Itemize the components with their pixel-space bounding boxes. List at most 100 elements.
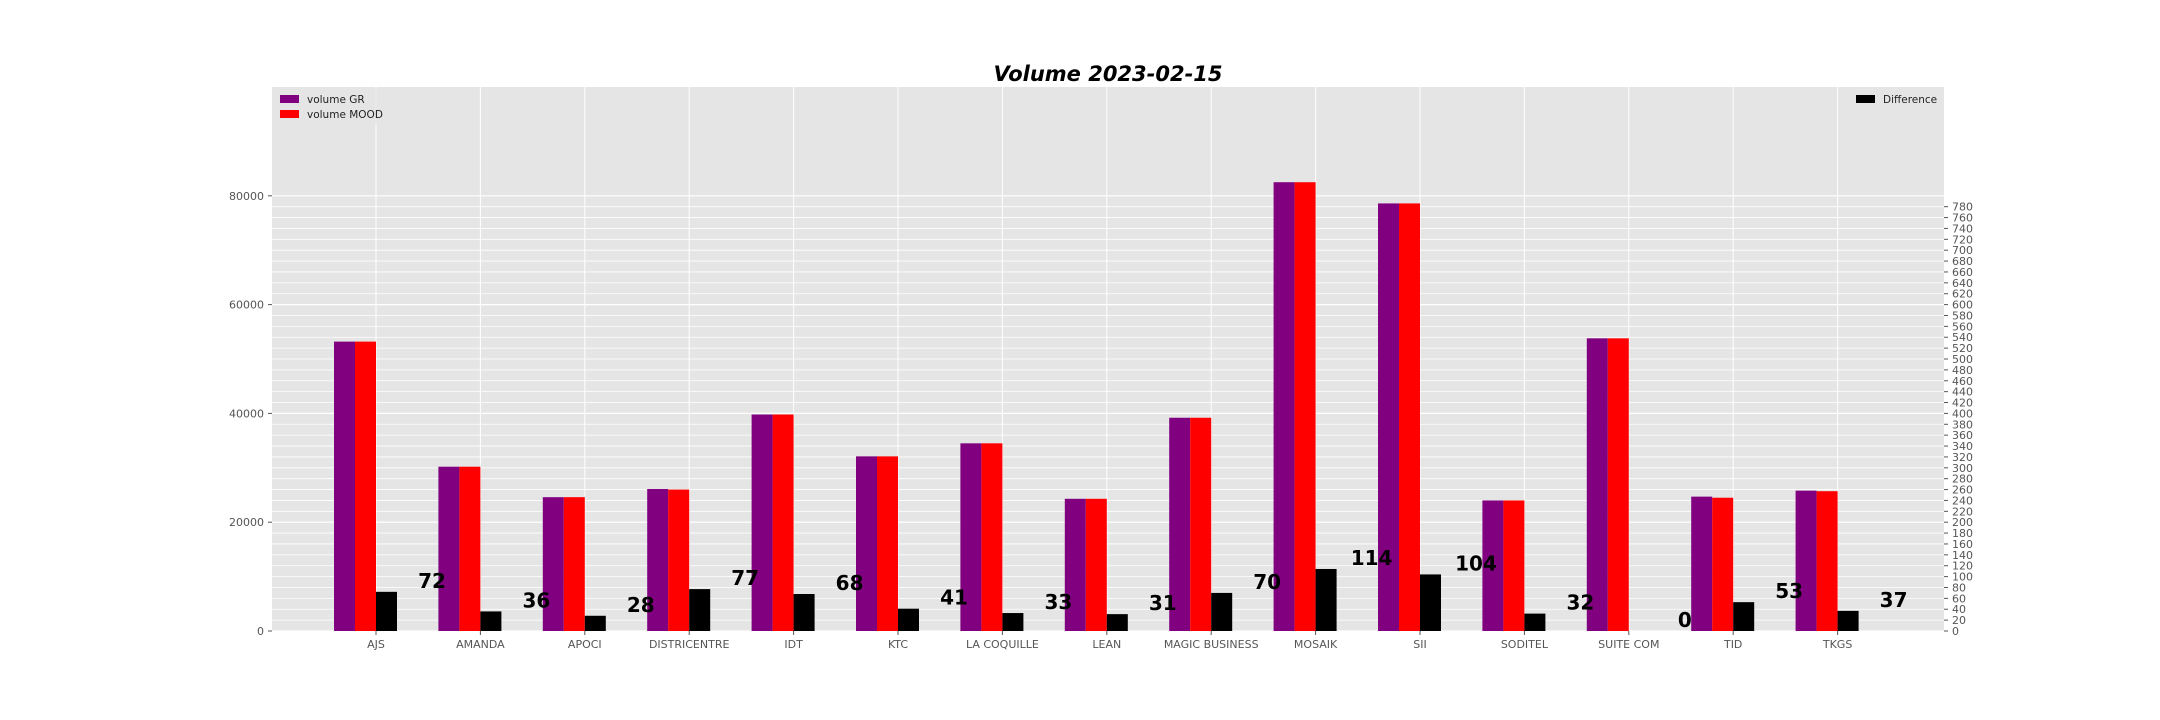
y-tick-label-right: 0 [1952, 625, 1959, 638]
x-tick-label: MOSAIK [1294, 638, 1338, 651]
bar-difference [1733, 602, 1755, 631]
legend-label-volume-gr: volume GR [307, 94, 365, 106]
bar-difference [376, 591, 397, 631]
data-label-difference: 31 [1149, 591, 1177, 615]
bar-volume-gr [334, 341, 355, 631]
y-tick-label-right: 600 [1952, 299, 1973, 312]
legend-swatch-volume-gr [280, 95, 299, 103]
x-tick-label: APOCI [568, 638, 602, 651]
y-tick-label-right: 220 [1952, 505, 1973, 518]
data-label-difference: 72 [418, 569, 446, 593]
y-tick-label-right: 480 [1952, 364, 1973, 377]
bar-volume-gr [1169, 417, 1191, 631]
y-tick-label-right: 460 [1952, 375, 1973, 388]
bar-volume-gr [1273, 182, 1295, 631]
y-tick-label-right: 320 [1952, 451, 1973, 464]
y-tick-label-right: 620 [1952, 288, 1973, 301]
legend-left: volume GR volume MOOD [274, 89, 386, 125]
y-tick-label-right: 360 [1952, 429, 1973, 442]
bar-volume-gr [1795, 490, 1817, 631]
y-tick-label-right: 140 [1952, 549, 1973, 562]
bar-volume-mood [459, 466, 481, 631]
legend-swatch-difference [1856, 95, 1875, 103]
chart-title: Volume 2023-02-15 [993, 62, 1222, 86]
bar-volume-mood [1399, 203, 1420, 631]
bar-volume-mood [355, 341, 376, 631]
x-tick-label: LEAN [1092, 638, 1121, 651]
bar-volume-gr [647, 489, 669, 631]
x-tick-label: AJS [367, 638, 385, 651]
x-tick-label: SODITEL [1501, 638, 1549, 651]
y-tick-label-right: 300 [1952, 462, 1973, 475]
y-tick-label-right: 280 [1952, 473, 1973, 486]
bar-volume-mood [772, 414, 794, 631]
data-label-difference: 28 [627, 593, 655, 617]
x-tick-label: DISTRICENTRE [649, 638, 730, 651]
y-tick-label-right: 740 [1952, 222, 1973, 235]
bar-difference [1315, 568, 1337, 631]
bar-difference [1837, 610, 1859, 631]
bar-volume-mood [1607, 338, 1629, 631]
bar-volume-gr [1064, 498, 1086, 631]
legend-right-box [1850, 89, 1940, 109]
y-tick-label-right: 700 [1952, 244, 1973, 257]
y-tick-label-right: 420 [1952, 397, 1973, 410]
y-tick-label-left: 20000 [229, 516, 264, 529]
bar-volume-mood [1503, 500, 1525, 631]
bar-difference [793, 594, 815, 631]
bar-volume-mood [981, 443, 1003, 631]
bar-volume-gr [1691, 496, 1713, 631]
bars [334, 182, 1859, 631]
data-label-difference: 41 [940, 586, 968, 610]
y-tick-label-right: 100 [1952, 571, 1973, 584]
bar-difference [480, 611, 502, 631]
bar-difference [1420, 574, 1441, 631]
y-tick-label-right: 60 [1952, 592, 1966, 605]
bar-volume-mood [1294, 182, 1316, 631]
y-tick-label-left: 80000 [229, 190, 264, 203]
data-label-difference: 70 [1253, 570, 1281, 594]
y-tick-label-right: 720 [1952, 233, 1973, 246]
y-tick-label-right: 440 [1952, 386, 1973, 399]
y-tick-label-right: 120 [1952, 560, 1973, 573]
x-tick-label: TKGS [1822, 638, 1852, 651]
data-label-difference: 0 [1678, 608, 1692, 632]
bar-volume-gr [438, 466, 460, 631]
y-tick-label-right: 540 [1952, 331, 1973, 344]
y-tick-label-right: 680 [1952, 255, 1973, 268]
x-tick-label: MAGIC BUSINESS [1164, 638, 1259, 651]
y-tick-label-right: 580 [1952, 309, 1973, 322]
data-label-difference: 114 [1351, 546, 1393, 570]
data-label-difference: 53 [1775, 579, 1803, 603]
data-labels: 72 36 28 77 68 41 33 31 70 114 104 32 0 53 37 [418, 546, 1907, 632]
bar-difference [898, 608, 919, 631]
y-tick-label-right: 560 [1952, 320, 1973, 333]
bar-difference [689, 589, 711, 631]
y-tick-label-right: 400 [1952, 407, 1973, 420]
y-tick-label-right: 760 [1952, 212, 1973, 225]
y-tick-label-right: 640 [1952, 277, 1973, 290]
y-tick-label-right: 20 [1952, 614, 1966, 627]
bar-volume-mood [877, 456, 898, 631]
x-tick-label: LA COQUILLE [966, 638, 1039, 651]
data-label-difference: 32 [1566, 591, 1594, 615]
y-tick-label-right: 40 [1952, 603, 1966, 616]
bar-difference [1106, 614, 1128, 631]
y-tick-label-right: 260 [1952, 484, 1973, 497]
bar-volume-mood [1816, 491, 1838, 631]
y-tick-label-right: 180 [1952, 527, 1973, 540]
y-tick-label-right: 380 [1952, 418, 1973, 431]
y-tick-label-right: 520 [1952, 342, 1973, 355]
legend-label-volume-mood: volume MOOD [307, 109, 383, 121]
x-tick-label: SUITE COM [1598, 638, 1659, 651]
x-tick-label: IDT [784, 638, 803, 651]
bar-volume-gr [1482, 500, 1504, 631]
data-label-difference: 104 [1455, 551, 1497, 575]
bar-difference [1211, 592, 1233, 631]
bar-difference [1524, 613, 1546, 631]
data-label-difference: 33 [1044, 590, 1072, 614]
legend-right: Difference [1850, 89, 1940, 109]
bar-volume-mood [1712, 497, 1734, 631]
y-tick-label-left: 0 [257, 625, 264, 638]
